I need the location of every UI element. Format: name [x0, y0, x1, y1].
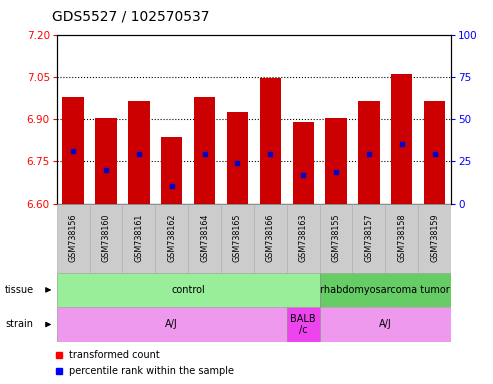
- Bar: [188, 204, 221, 273]
- Text: GSM738165: GSM738165: [233, 214, 242, 262]
- Text: GSM738162: GSM738162: [167, 214, 176, 262]
- Bar: [90, 204, 122, 273]
- Bar: [418, 204, 451, 273]
- Bar: [194, 96, 215, 204]
- Bar: [287, 307, 319, 342]
- Bar: [57, 273, 319, 307]
- Text: GSM738161: GSM738161: [135, 214, 143, 262]
- Text: GSM738160: GSM738160: [102, 214, 110, 262]
- Text: GSM738158: GSM738158: [397, 214, 406, 262]
- Bar: [254, 204, 287, 273]
- Bar: [161, 137, 182, 204]
- Bar: [221, 204, 254, 273]
- Bar: [424, 101, 445, 204]
- Text: A/J: A/J: [379, 319, 392, 329]
- Bar: [319, 204, 352, 273]
- Text: percentile rank within the sample: percentile rank within the sample: [69, 366, 234, 376]
- Text: GSM738156: GSM738156: [69, 214, 77, 262]
- Bar: [128, 101, 149, 204]
- Text: control: control: [171, 285, 205, 295]
- Bar: [63, 96, 84, 204]
- Text: strain: strain: [5, 319, 33, 329]
- Text: GDS5527 / 102570537: GDS5527 / 102570537: [52, 10, 209, 23]
- Text: tissue: tissue: [5, 285, 34, 295]
- Text: GSM738155: GSM738155: [332, 214, 341, 262]
- Text: BALB
/c: BALB /c: [290, 314, 316, 335]
- Text: transformed count: transformed count: [69, 350, 160, 360]
- Bar: [95, 118, 117, 204]
- Bar: [57, 204, 90, 273]
- Bar: [260, 78, 281, 204]
- Text: rhabdomyosarcoma tumor: rhabdomyosarcoma tumor: [320, 285, 450, 295]
- Bar: [352, 204, 386, 273]
- Bar: [319, 273, 451, 307]
- Bar: [122, 204, 155, 273]
- Bar: [155, 204, 188, 273]
- Text: GSM738157: GSM738157: [364, 214, 373, 262]
- Text: GSM738159: GSM738159: [430, 214, 439, 262]
- Bar: [292, 122, 314, 204]
- Bar: [287, 204, 319, 273]
- Bar: [358, 101, 380, 204]
- Text: GSM738163: GSM738163: [299, 214, 308, 262]
- Text: GSM738164: GSM738164: [200, 214, 209, 262]
- Bar: [319, 307, 451, 342]
- Text: A/J: A/J: [165, 319, 178, 329]
- Bar: [325, 118, 347, 204]
- Bar: [57, 307, 287, 342]
- Bar: [391, 74, 413, 204]
- Text: GSM738166: GSM738166: [266, 214, 275, 262]
- Bar: [227, 112, 248, 204]
- Bar: [386, 204, 418, 273]
